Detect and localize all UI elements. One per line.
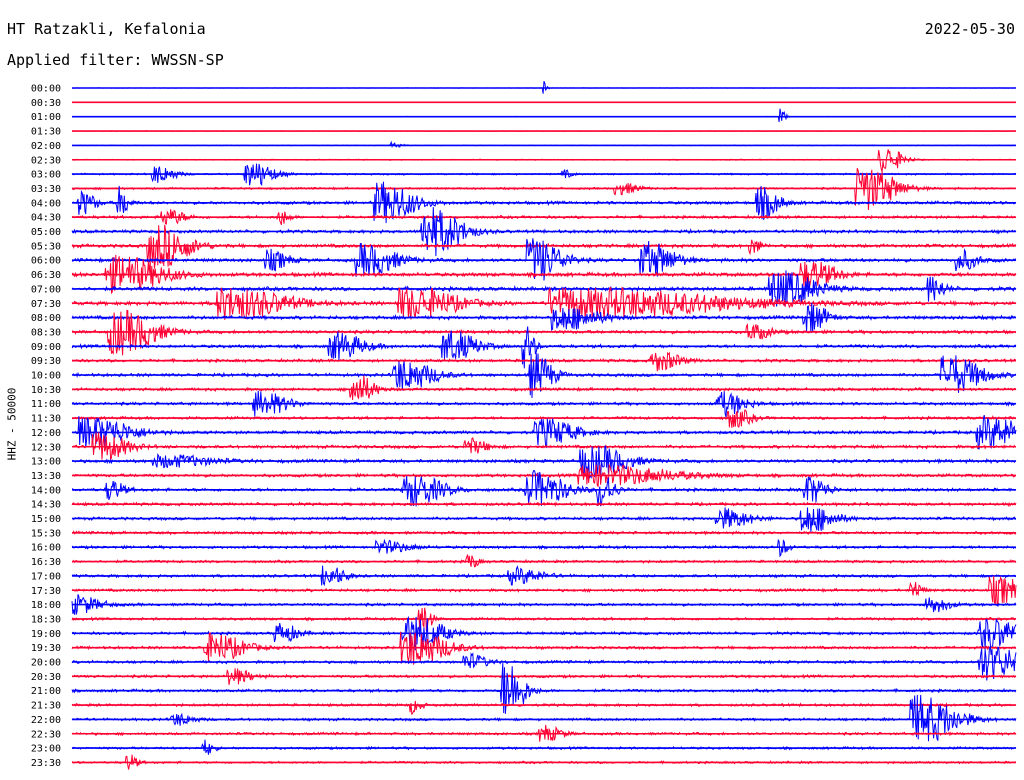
row-time-label: 16:00	[31, 543, 61, 554]
trace-row-2300	[71, 739, 1017, 755]
row-time-label: 21:30	[31, 701, 61, 712]
row-time-label: 05:00	[31, 227, 61, 238]
row-time-label: 00:00	[31, 84, 61, 95]
row-time-label: 13:30	[31, 471, 61, 482]
row-labels: 00:00 00:30 01:00 01:30 02:00 02:30 03:00 03:30…	[31, 84, 61, 769]
row-time-label: 21:00	[31, 686, 61, 697]
date-label: 2022-05-30	[924, 20, 1015, 38]
trace-row-1030	[72, 375, 1017, 401]
trace-row-1300	[71, 445, 1017, 480]
row-time-label: 00:30	[31, 98, 61, 109]
trace-row-0530	[71, 224, 1017, 269]
trace-row-1500	[71, 507, 1017, 532]
row-time-label: 15:00	[31, 514, 61, 525]
row-time-label: 06:00	[31, 256, 61, 267]
row-time-label: 11:00	[31, 399, 61, 410]
station-title: HT Ratzakli, Kefalonia	[7, 20, 206, 38]
row-time-label: 23:30	[31, 758, 61, 769]
row-time-label: 15:30	[31, 528, 61, 539]
row-time-label: 07:30	[31, 299, 61, 310]
row-time-label: 19:30	[31, 643, 61, 654]
row-time-label: 09:30	[31, 356, 61, 367]
traces	[71, 81, 1017, 770]
trace-row-0100	[71, 108, 1017, 123]
row-time-label: 12:30	[31, 442, 61, 453]
row-time-label: 18:30	[31, 614, 61, 625]
trace-row-1630	[71, 554, 1017, 568]
trace-row-2000	[71, 644, 1017, 681]
trace-row-2130	[71, 700, 1017, 716]
row-time-label: 22:30	[31, 729, 61, 740]
row-time-label: 16:30	[31, 557, 61, 568]
row-time-label: 04:30	[31, 213, 61, 224]
row-time-label: 10:00	[31, 371, 61, 382]
row-time-label: 14:00	[31, 485, 61, 496]
trace-row-1600	[71, 538, 1017, 558]
row-time-label: 14:30	[31, 500, 61, 511]
row-time-label: 09:00	[31, 342, 61, 353]
row-time-label: 02:30	[31, 155, 61, 166]
row-time-label: 19:00	[31, 629, 61, 640]
row-time-label: 04:00	[31, 198, 61, 209]
row-time-label: 11:30	[31, 414, 61, 425]
filter-label: Applied filter: WWSSN-SP	[7, 51, 224, 69]
row-time-label: 02:00	[31, 141, 61, 152]
row-time-label: 18:00	[31, 600, 61, 611]
row-time-label: 12:00	[31, 428, 61, 439]
row-time-label: 07:00	[31, 284, 61, 295]
row-time-label: 05:30	[31, 241, 61, 252]
row-time-label: 03:00	[31, 170, 61, 181]
row-time-label: 23:00	[31, 744, 61, 755]
row-time-label: 01:00	[31, 112, 61, 123]
row-time-label: 17:00	[31, 571, 61, 582]
row-time-label: 10:30	[31, 385, 61, 396]
row-time-label: 22:00	[31, 715, 61, 726]
row-time-label: 03:30	[31, 184, 61, 195]
row-time-label: 08:00	[31, 313, 61, 324]
row-time-label: 06:30	[31, 270, 61, 281]
row-time-label: 13:00	[31, 457, 61, 468]
row-time-label: 20:00	[31, 658, 61, 669]
row-time-label: 20:30	[31, 672, 61, 683]
row-time-label: 08:30	[31, 327, 61, 338]
row-time-label: 17:30	[31, 586, 61, 597]
row-time-label: 01:30	[31, 127, 61, 138]
